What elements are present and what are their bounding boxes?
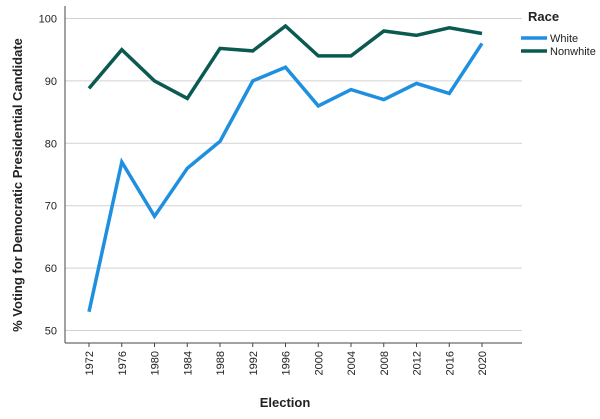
y-tick-label: 80	[45, 138, 57, 150]
legend-title: Race	[528, 9, 559, 24]
legend-label-white: White	[550, 33, 578, 45]
y-tick-label: 90	[45, 76, 57, 88]
y-axis-label: % Voting for Democratic Presidential Can…	[10, 38, 25, 332]
y-tick-label: 100	[39, 13, 57, 25]
x-axis-label: Election	[260, 395, 311, 410]
grid	[65, 17, 522, 332]
x-tick-label: 2020	[477, 351, 489, 375]
x-tick-label: 2004	[346, 351, 358, 375]
x-tick-label: 1988	[215, 351, 227, 375]
y-ticks: 50 60 70 80 90 100	[39, 13, 57, 337]
x-tick-label: 2016	[444, 351, 456, 375]
x-tick-label: 1980	[150, 351, 162, 375]
y-tick-label: 70	[45, 201, 57, 213]
y-tick-label: 50	[45, 326, 57, 338]
x-tick-label: 2000	[313, 351, 325, 375]
y-tick-label: 60	[45, 263, 57, 275]
legend-label-nonwhite: Nonwhite	[550, 46, 596, 58]
series-line-nonwhite	[87, 23, 483, 101]
x-ticks: 1972 1976 1980 1984 1988 1992 1996 2000 2004 2008…	[84, 343, 489, 375]
x-tick-label: 1984	[182, 351, 194, 375]
series-lines	[87, 23, 484, 313]
x-tick-label: 1992	[248, 351, 260, 375]
x-tick-label: 1996	[281, 351, 293, 375]
x-tick-label: 2008	[379, 351, 391, 375]
x-tick-label: 2012	[412, 351, 424, 375]
x-tick-label: 1972	[84, 351, 96, 375]
x-tick-label: 1976	[117, 351, 129, 375]
series-line-white	[87, 42, 484, 313]
